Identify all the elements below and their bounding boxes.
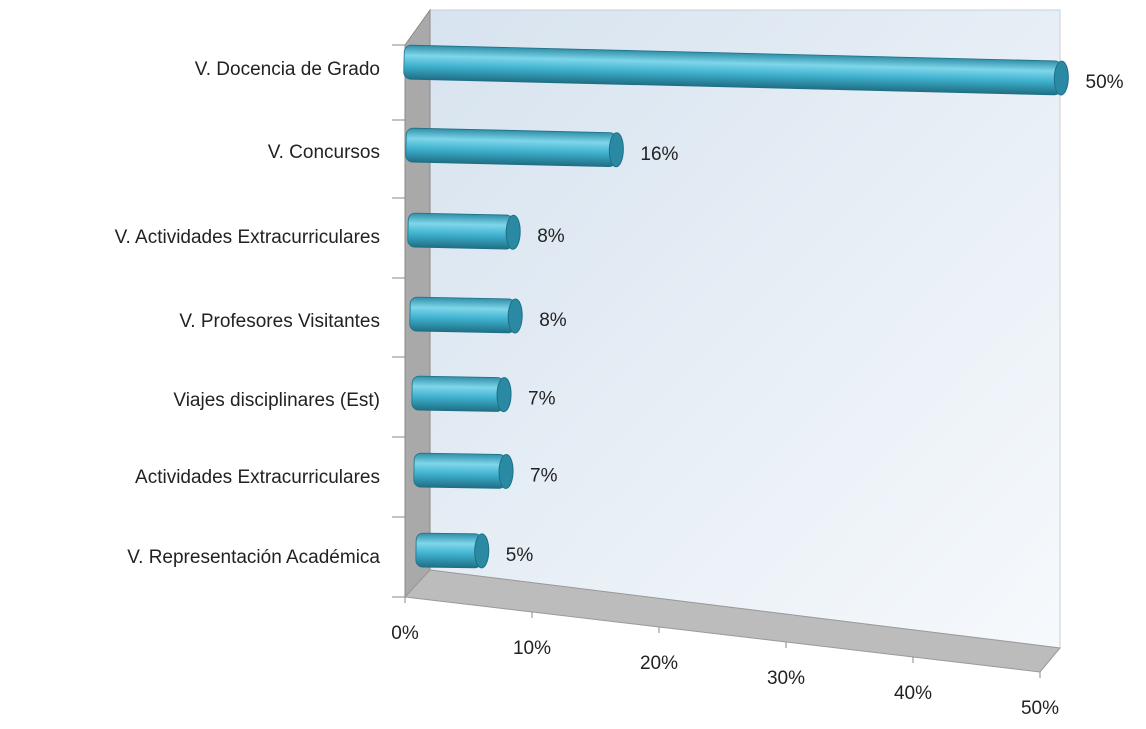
category-label: V. Representación Académica [127,547,380,568]
bar [405,127,624,168]
value-label: 50% [1086,72,1124,93]
x-tick-label: 20% [640,653,678,674]
floor [403,569,1061,673]
category-label: V. Profesores Visitantes [179,311,380,332]
category-label: V. Concursos [268,142,380,163]
value-label: 5% [506,545,534,566]
bar [409,296,523,334]
x-tick-label: 0% [391,623,419,644]
category-label: V. Docencia de Grado [195,59,380,80]
x-tick-label: 50% [1021,698,1059,719]
value-label: 8% [537,226,565,247]
category-label: Viajes disciplinares (Est) [173,390,380,411]
category-label: Actividades Extracurriculares [135,467,380,488]
bar [411,375,512,413]
category-label: V. Actividades Extracurriculares [115,227,380,248]
x-tick-label: 40% [894,683,932,704]
x-tick-label: 30% [767,668,805,689]
value-label: 7% [528,389,556,410]
bar [403,44,1069,96]
value-label: 16% [640,144,678,165]
value-label: 8% [539,310,567,331]
value-label: 7% [530,465,558,486]
category-ticks [392,44,405,598]
x-tick-label: 10% [513,638,551,659]
bar [413,452,514,489]
bar [415,532,490,569]
bar [407,212,521,250]
